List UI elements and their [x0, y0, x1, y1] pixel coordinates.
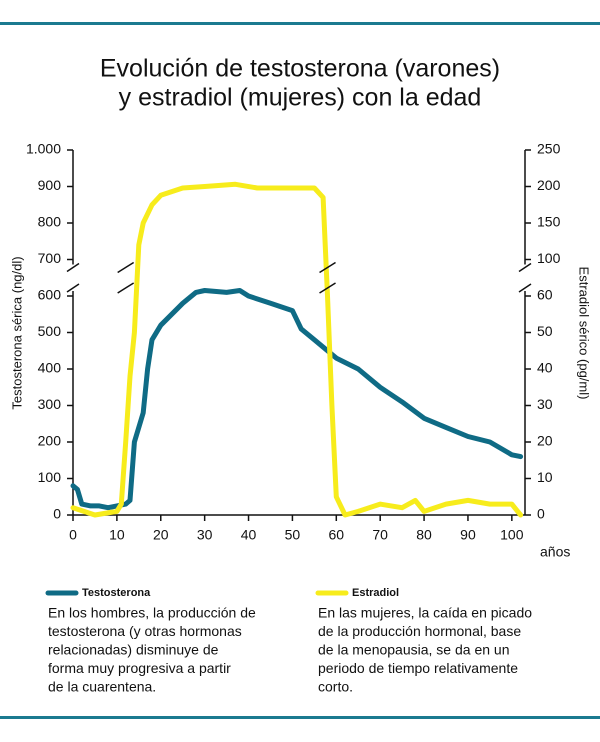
top-border	[0, 22, 600, 25]
y-tick-label: 900	[38, 177, 62, 193]
x-tick-label: 90	[460, 527, 476, 543]
x-tick-label: 40	[241, 527, 257, 543]
y-tick-label: 500	[38, 323, 62, 339]
axis-break	[319, 261, 336, 274]
y-tick-label: 800	[38, 214, 62, 230]
x-tick-label: 100	[500, 527, 524, 543]
legend-label: Testosterona	[82, 587, 151, 599]
y2-tick-label: 30	[537, 396, 553, 412]
legend-description: de la producción hormonal, base	[318, 623, 521, 639]
legend-description: de la cuarentena.	[48, 679, 156, 695]
y2-tick-label: 20	[537, 433, 553, 449]
y-tick-label: 0	[53, 506, 61, 522]
y-axis-label: Testosterona sérica (ng/dl)	[9, 256, 24, 409]
axis-break	[116, 284, 136, 296]
y2-tick-label: 250	[537, 141, 561, 157]
x-tick-label: 0	[69, 527, 77, 543]
x-tick-label: 60	[329, 527, 345, 543]
legend-description: relacionadas) disminuye de	[48, 642, 219, 658]
x-axis-label: años	[540, 544, 570, 560]
y-tick-label: 700	[38, 250, 62, 266]
y-tick-label: 400	[38, 360, 62, 376]
y2-tick-label: 100	[537, 250, 561, 266]
y-tick-label: 1.000	[26, 141, 61, 157]
legend-description: periodo de tiempo relativamente	[318, 660, 518, 676]
series-line	[70, 181, 524, 518]
x-tick-label: 80	[416, 527, 432, 543]
axis-break	[518, 262, 532, 273]
y-tick-label: 600	[38, 287, 62, 303]
legend-description: de la menopausia, se da en un	[318, 642, 509, 658]
y2-tick-label: 10	[537, 469, 553, 485]
legend-description: En las mujeres, la caída en picado	[318, 605, 532, 621]
y2-tick-label: 40	[537, 360, 553, 376]
y2-axis-label: Estradiol sérico (pg/ml)	[577, 267, 592, 400]
legend-description: En los hombres, la producción de	[48, 605, 256, 621]
axis-break	[117, 282, 135, 294]
chart-title: Evolución de testosterona (varones)	[100, 55, 500, 83]
x-tick-label: 20	[153, 527, 169, 543]
chart-title: y estradiol (mujeres) con la edad	[119, 84, 482, 112]
x-tick-label: 50	[285, 527, 301, 543]
y-tick-label: 100	[38, 469, 62, 485]
axis-break	[66, 262, 80, 273]
x-tick-label: 10	[109, 527, 125, 543]
y2-tick-label: 50	[537, 323, 553, 339]
legend-description: testosterona (y otras hormonas	[48, 623, 242, 639]
y2-tick-label: 200	[537, 177, 561, 193]
legend-description: forma muy progresiva a partir	[48, 660, 231, 676]
series-line	[70, 288, 524, 511]
bottom-border	[0, 716, 600, 719]
axis-break	[117, 261, 135, 274]
x-tick-label: 30	[197, 527, 213, 543]
y-tick-label: 300	[38, 396, 62, 412]
y2-tick-label: 0	[537, 506, 545, 522]
legend-description: corto.	[318, 679, 353, 695]
axis-break	[66, 283, 80, 293]
y-tick-label: 200	[38, 433, 62, 449]
axis-break	[319, 282, 336, 294]
y2-tick-label: 150	[537, 214, 561, 230]
axis-break	[518, 283, 532, 293]
legend-label: Estradiol	[352, 587, 399, 599]
x-tick-label: 70	[372, 527, 388, 543]
y2-tick-label: 60	[537, 287, 553, 303]
